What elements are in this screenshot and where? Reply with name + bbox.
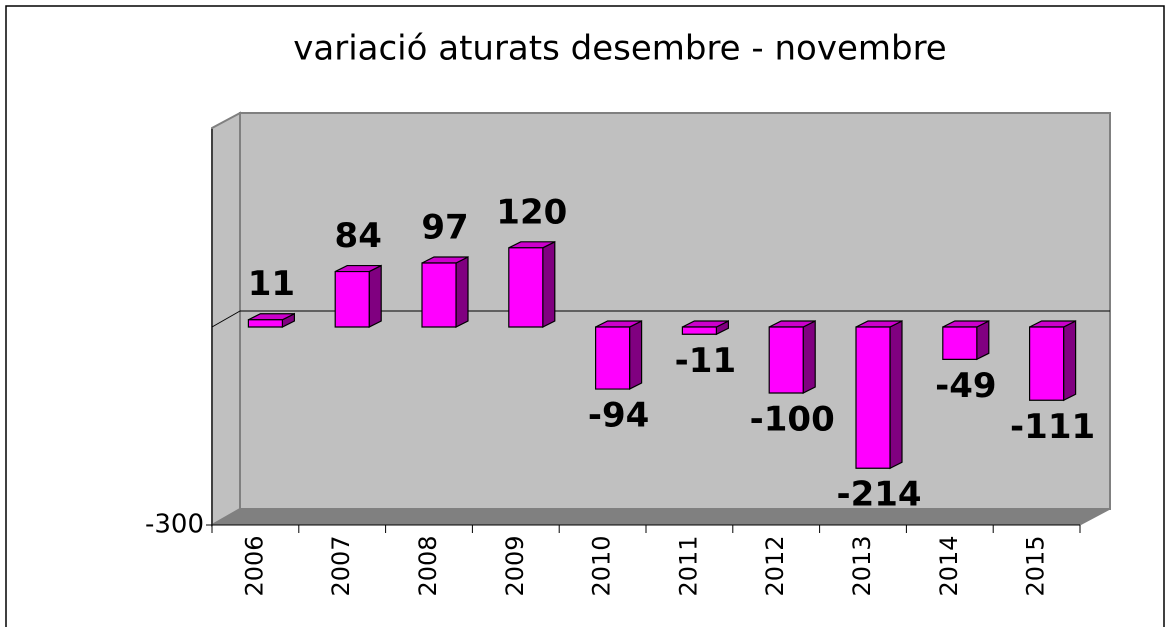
- value-label: -214: [836, 475, 921, 515]
- bar-front: [247, 319, 283, 328]
- bar-front: [768, 326, 804, 394]
- value-label: 84: [335, 216, 382, 256]
- value-label: 97: [421, 207, 468, 247]
- value-label: -11: [675, 341, 736, 381]
- bar-front: [421, 262, 457, 328]
- bar: [421, 256, 469, 328]
- floor: [210, 508, 1111, 526]
- x-tick-label: 2006: [240, 535, 268, 596]
- zero-line: [211, 310, 241, 328]
- x-tick-label: 2013: [848, 535, 876, 596]
- bar-side: [628, 320, 643, 391]
- bar-side: [1062, 320, 1077, 402]
- x-tick-label: 2008: [414, 535, 442, 596]
- x-tick-label: 2015: [1022, 535, 1050, 596]
- bar: [768, 320, 816, 394]
- y-tick-label: -300: [145, 510, 204, 540]
- x-tick-label: 2009: [501, 535, 529, 596]
- bar: [1028, 320, 1077, 402]
- value-label: -111: [1010, 407, 1095, 447]
- x-tick-label: 2010: [588, 535, 616, 596]
- value-label: -49: [935, 366, 996, 406]
- bar-front: [508, 247, 544, 328]
- x-tick-label: 2014: [935, 535, 963, 596]
- value-label: 11: [248, 264, 295, 304]
- bar: [594, 320, 643, 391]
- bar-front: [334, 270, 370, 328]
- chart-title: variació aturats desembre - novembre: [293, 29, 946, 69]
- x-tick-label: 2007: [327, 535, 355, 596]
- value-label: 120: [496, 192, 567, 232]
- x-tick-label: 2012: [761, 535, 789, 596]
- bar-side: [368, 264, 382, 328]
- bar: [942, 320, 990, 361]
- bar-front: [1028, 326, 1065, 401]
- bar-side: [889, 320, 903, 470]
- bar: [855, 320, 903, 470]
- bar-front: [942, 326, 978, 360]
- x-tick-label: 2011: [674, 535, 702, 596]
- value-label: -94: [588, 396, 649, 436]
- bar: [334, 264, 382, 328]
- bar-front: [855, 326, 891, 469]
- bar: [247, 312, 295, 328]
- bar-side: [455, 256, 469, 328]
- bar-front: [594, 326, 631, 390]
- bar-side: [542, 240, 556, 328]
- value-label: -100: [750, 400, 835, 440]
- bar: [508, 240, 556, 328]
- bar-front: [681, 326, 718, 335]
- bar-side: [802, 320, 816, 394]
- bar: [681, 320, 730, 336]
